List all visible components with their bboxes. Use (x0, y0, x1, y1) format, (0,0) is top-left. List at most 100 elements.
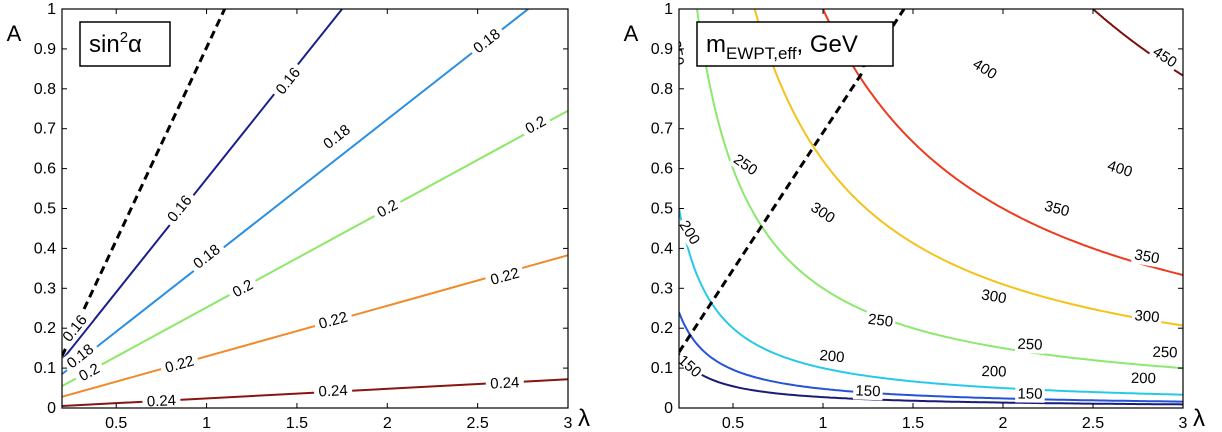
contour-line-350 (753, 9, 1183, 327)
contour-label: 350 (1130, 244, 1164, 268)
contour-line-250 (679, 208, 1183, 396)
contour-label: 0.22 (158, 350, 201, 378)
svg-text:0.24: 0.24 (146, 392, 176, 411)
y-axis-label: A (624, 21, 639, 46)
svg-text:0.22: 0.22 (163, 352, 196, 376)
y-tick-label: 0.3 (34, 280, 56, 297)
contour-label: 0.22 (312, 306, 354, 334)
svg-text:0.22: 0.22 (317, 309, 350, 333)
contour-label: 250 (864, 309, 897, 332)
y-tick-label: 0.6 (651, 161, 673, 178)
contour-label: 350 (1040, 196, 1074, 221)
contour-line-150 (679, 353, 1183, 406)
contour-label: 150 (852, 381, 884, 401)
chart-title: sin2α (89, 29, 142, 58)
contour-label: 250 (1150, 342, 1180, 362)
x-tick-label: 2 (999, 415, 1008, 432)
contour-label: 200 (816, 345, 848, 367)
x-tick-label: 1.5 (902, 415, 924, 432)
svg-text:0.24: 0.24 (318, 382, 348, 401)
y-tick-label: 0.1 (34, 360, 56, 377)
svg-text:350: 350 (1133, 246, 1161, 267)
x-tick-label: 3 (1179, 415, 1188, 432)
svg-text:150: 150 (855, 382, 881, 400)
contour-line-200 (679, 311, 1183, 403)
svg-text:200: 200 (1131, 370, 1156, 387)
svg-text:250: 250 (867, 311, 894, 331)
plot-area: 0.160.160.160.180.180.180.180.20.20.20.2… (62, 9, 568, 411)
y-tick-label: 0 (47, 400, 56, 417)
contour-label: 0.18 (186, 237, 228, 276)
x-axis-label: λ (578, 405, 590, 432)
contour-label: 200 (1128, 368, 1159, 388)
right-panel-m-ewpt-eff: 150 150 150 200 200 200 200 250 250 250 250 250 300 3… (624, 1, 1205, 432)
svg-text:400: 400 (1105, 157, 1134, 181)
contour-label: 0.18 (316, 117, 358, 156)
contour-label: 0.18 (466, 22, 508, 60)
contour-label: 400 (967, 53, 1003, 85)
y-tick-label: 0.9 (34, 41, 56, 58)
svg-text:250: 250 (666, 39, 687, 66)
contour-label: 250 (728, 148, 763, 181)
y-tick-label: 0.9 (651, 41, 673, 58)
contour-label: 200 (679, 215, 706, 250)
contour-line-0-18 (62, 9, 529, 375)
y-tick-label: 1 (664, 1, 673, 18)
svg-text:0.24: 0.24 (490, 374, 520, 393)
y-tick-label: 0.2 (651, 320, 673, 337)
y-tick-label: 0.5 (651, 201, 673, 218)
contour-label: 250 (666, 36, 689, 69)
svg-text:350: 350 (1043, 198, 1072, 221)
contour-label: 0.24 (485, 372, 525, 393)
x-tick-label: 1.5 (286, 415, 308, 432)
svg-text:300: 300 (980, 286, 1008, 307)
svg-text:250: 250 (1017, 336, 1043, 354)
axes-frame (61, 8, 569, 409)
contour-label: 0.24 (313, 380, 353, 401)
y-tick-label: 0.4 (651, 240, 673, 257)
svg-text:300: 300 (1134, 307, 1160, 326)
contour-label: 0.16 (269, 60, 307, 102)
plot-area: 150 150 150 200 200 200 200 250 250 250 250 250 300 3… (666, 9, 1183, 406)
contour-label: 0.22 (484, 262, 526, 291)
x-tick-label: 0.5 (722, 415, 744, 432)
contour-label: 0.24 (141, 390, 181, 411)
svg-text:250: 250 (1152, 344, 1177, 362)
y-tick-label: 0.7 (651, 121, 673, 138)
y-tick-label: 0.5 (34, 201, 56, 218)
contour-label: 450 (1147, 41, 1183, 73)
contour-line-300 (696, 9, 1183, 370)
svg-text:200: 200 (981, 363, 1006, 381)
dashed-boundary-line (62, 9, 227, 357)
x-axis-label: λ (1193, 405, 1205, 432)
svg-text:0.22: 0.22 (489, 265, 522, 289)
contour-label: 400 (1103, 155, 1137, 182)
svg-text:150: 150 (1017, 385, 1042, 402)
y-tick-label: 0 (664, 400, 673, 417)
contour-line-0-2 (62, 109, 568, 387)
y-tick-label: 0.8 (34, 81, 56, 98)
x-tick-label: 1 (202, 415, 211, 432)
y-axis-label: A (7, 21, 22, 46)
y-tick-label: 0.4 (34, 240, 56, 257)
contour-label: 250 (1014, 334, 1046, 354)
contour-label: 0.2 (225, 273, 260, 304)
axes-frame (678, 8, 1184, 409)
y-tick-label: 0.3 (651, 280, 673, 297)
left-panel-sin2alpha: 0.160.160.160.180.180.180.180.20.20.20.2… (7, 1, 590, 432)
contour-label: 0.16 (160, 188, 199, 229)
contour-label: 200 (979, 361, 1009, 381)
x-tick-label: 1 (819, 415, 828, 432)
y-tick-label: 0.2 (34, 320, 56, 337)
contour-label: 300 (977, 284, 1011, 308)
contour-label: 0.2 (370, 193, 405, 224)
contour-line-400 (821, 9, 1183, 276)
contour-label: 150 (679, 349, 707, 383)
svg-text:200: 200 (819, 347, 846, 366)
contour-label: 300 (1131, 305, 1163, 327)
title-box (696, 21, 894, 67)
chart-title: mEWPT,eff, GeV (706, 31, 858, 63)
y-tick-label: 0.7 (34, 121, 56, 138)
contour-label: 300 (805, 196, 841, 229)
